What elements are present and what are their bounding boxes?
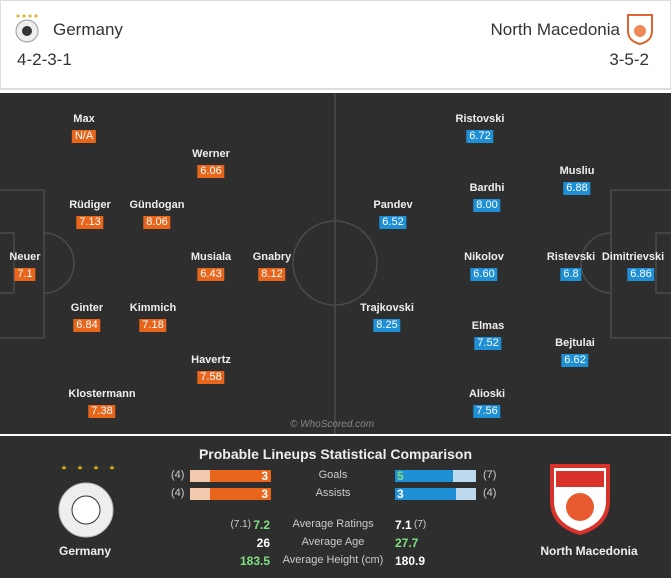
comparison-title: Probable Lineups Statistical Comparison [198,446,473,462]
home-note: (7.1) [230,519,251,530]
player-name: Ginter [70,302,104,314]
home-logo [15,14,39,43]
home-bar [210,470,271,482]
away-team-label: North Macedonia [540,544,638,558]
player-name: Pandev [373,199,413,211]
player-rating: 7.1 [14,268,36,281]
player-name: Musiala [190,251,232,263]
player-rating: 6.52 [379,216,407,229]
player-rating: 6.06 [197,165,225,178]
player-rating: 7.58 [197,371,225,384]
player-rating: 6.8 [560,268,582,281]
player-name: Musliu [559,165,595,177]
player-rating: 8.25 [373,319,401,332]
player-rating: 8.00 [473,199,501,212]
player-rating: 7.18 [139,319,167,332]
away-crest [550,464,610,535]
player-rating: 6.84 [73,319,101,332]
away-note: (7) [414,519,427,530]
away-logo [627,14,653,45]
player-name: Alioski [468,388,506,400]
player-name: Max [73,113,95,125]
stat-label: Assists [315,487,351,499]
away-total: (4) [483,487,497,499]
home-name: Germany [53,20,123,39]
player-name: Klostermann [68,388,136,400]
stat-label: Average Height (cm) [282,554,384,566]
player-rating: 6.72 [466,130,494,143]
player-rating: 7.38 [88,405,116,418]
player-rating: 7.56 [473,405,501,418]
stat-label: Goals [318,469,348,481]
player-rating: 7.13 [76,216,104,229]
player-rating: 6.43 [197,268,225,281]
home-bar [210,488,271,500]
player-name: Rüdiger [69,199,111,211]
player-rating: 8.06 [143,216,171,229]
away-formation: 3-5-2 [609,50,649,69]
away-stat: 180.9 [395,554,426,568]
away-value: 3 [397,487,404,501]
player-name: Bejtulai [555,337,595,349]
away-name: North Macedonia [490,20,620,39]
away-bar [395,470,453,482]
player-rating: 6.86 [627,268,655,281]
player-rating: 6.60 [470,268,498,281]
header [0,0,671,90]
player-name: Dimitrievski [601,251,665,263]
away-stat: 27.7 [395,536,419,550]
player-name: Neuer [9,251,41,263]
stat-label: Average Age [301,536,365,548]
away-stat: 7.1 [395,518,412,532]
home-formation: 4-2-3-1 [17,50,72,69]
player-rating: 6.62 [561,354,589,367]
player-name: Ristovski [455,113,505,125]
player-rating: N/A [71,130,97,143]
player-name: Ristevski [546,251,596,263]
player-name: Nikolov [464,251,504,263]
home-stat: 26 [256,536,270,550]
home-team-label: Germany [58,544,112,558]
away-total: (7) [483,469,497,481]
pitch [0,93,671,434]
home-stat: 7.2 [253,518,270,532]
home-crest [58,465,115,538]
home-value: 3 [261,487,268,501]
player-name: Gnabry [252,251,292,263]
player-rating: 6.88 [563,182,591,195]
watermark: © WhoScored.com [290,419,375,430]
player-name: Trajkovski [360,302,414,314]
player-name: Bardhi [469,182,505,194]
player-name: Havertz [191,354,231,366]
player-name: Elmas [471,320,505,332]
home-stat: 183.5 [239,554,270,568]
away-bar [395,488,456,500]
player-name: Kimmich [129,302,177,314]
home-total: (4) [171,469,185,481]
player-rating: 8.12 [258,268,286,281]
home-total: (4) [171,487,185,499]
away-value: 5 [397,469,404,483]
player-name: Werner [192,148,230,160]
stat-label: Average Ratings [292,518,374,530]
home-value: 3 [261,469,268,483]
player-name: Gündogan [129,199,185,211]
player-rating: 7.52 [474,337,502,350]
